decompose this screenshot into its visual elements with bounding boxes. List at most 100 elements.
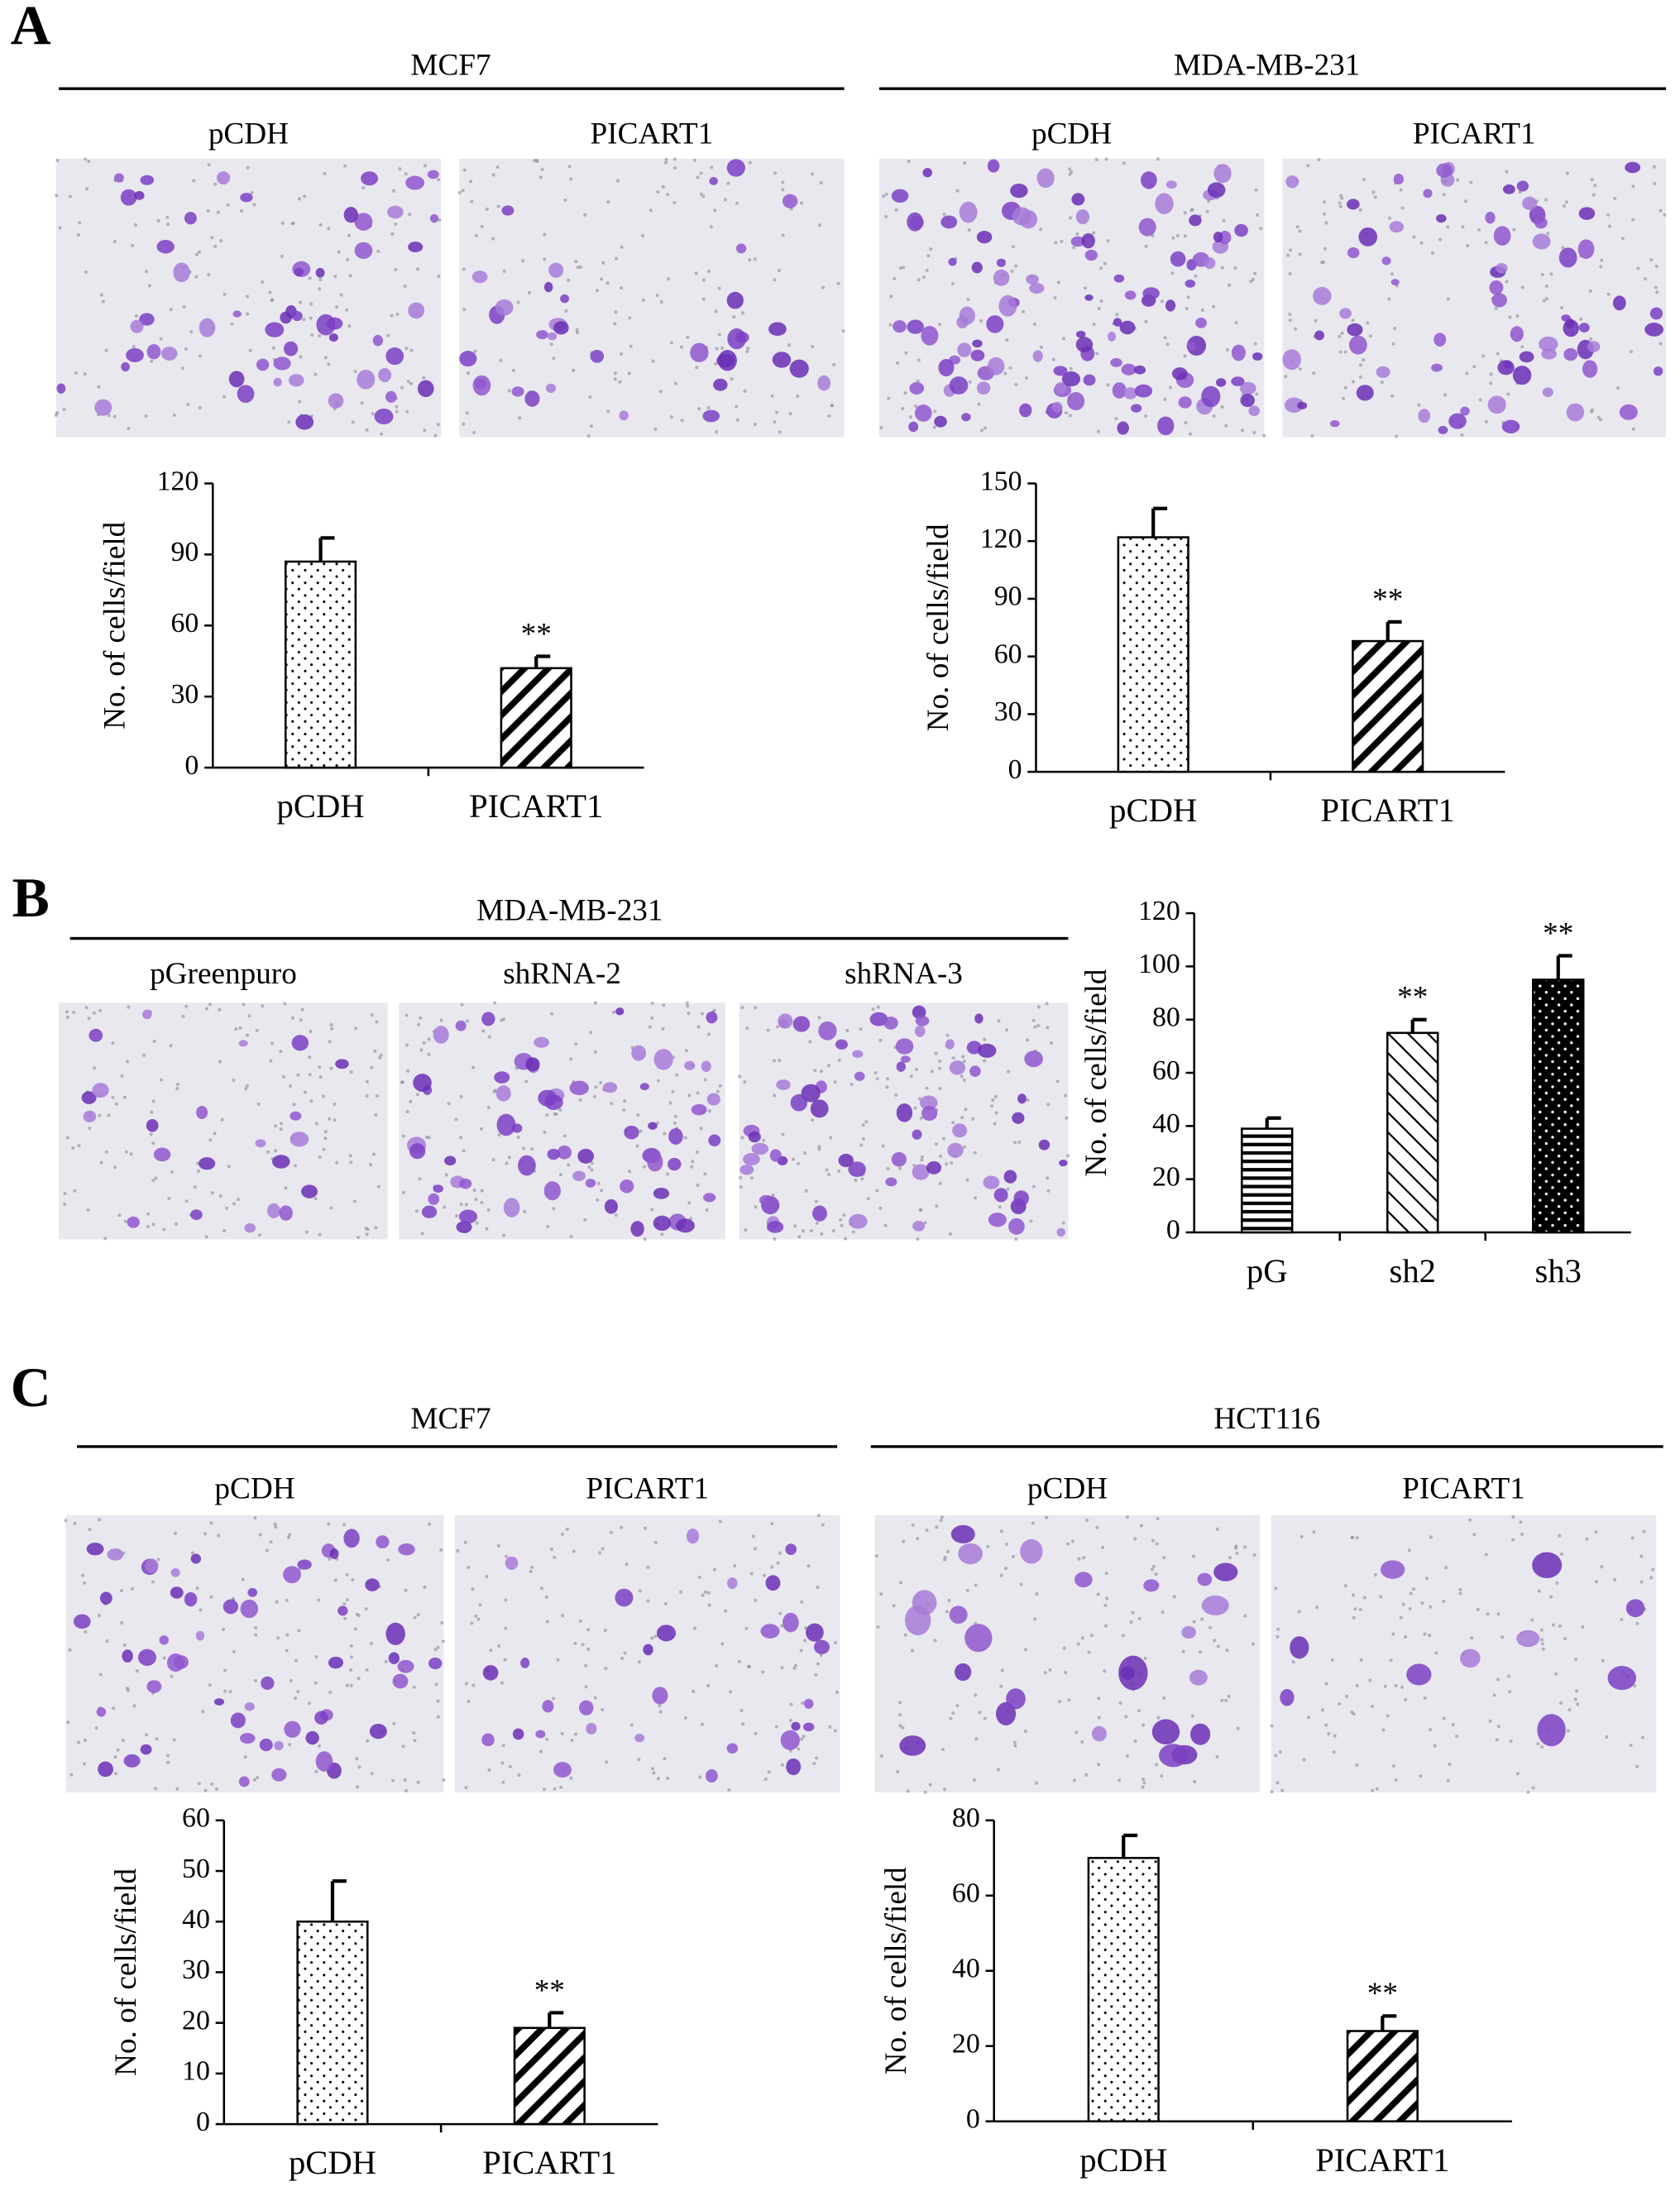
pore (1511, 1515, 1515, 1519)
pore (268, 290, 272, 294)
cell (283, 1566, 301, 1584)
pore (314, 1122, 318, 1126)
pore (1633, 1684, 1637, 1688)
pore (1373, 195, 1377, 199)
pore (1095, 1525, 1099, 1529)
pore (343, 164, 347, 168)
pore (898, 1724, 902, 1728)
cell (912, 1220, 926, 1232)
pore (963, 161, 967, 165)
pore (929, 247, 933, 251)
pore (182, 304, 186, 309)
pore (667, 277, 671, 281)
pore (1520, 345, 1524, 349)
pore (1299, 1534, 1304, 1538)
pore (745, 349, 749, 353)
pore (1118, 1701, 1122, 1706)
cell (817, 375, 831, 391)
pore (1193, 1780, 1197, 1784)
pore (1162, 1556, 1166, 1560)
pore (661, 1026, 665, 1031)
cell (904, 1605, 931, 1636)
cell (668, 1127, 683, 1145)
pore (152, 1039, 156, 1043)
cell (912, 1129, 922, 1140)
pore (569, 1776, 573, 1780)
pore (1306, 1715, 1311, 1720)
pore (395, 409, 399, 414)
pore (1122, 161, 1126, 165)
pore (729, 1690, 733, 1694)
pore (189, 330, 194, 334)
pore (726, 181, 730, 185)
pore (1635, 1764, 1639, 1768)
pore (1358, 375, 1362, 379)
pore (318, 333, 322, 338)
pore (909, 1074, 913, 1079)
pore (471, 1065, 476, 1069)
cell (140, 1744, 152, 1755)
pore (436, 423, 440, 427)
pore (940, 1515, 944, 1519)
pore (412, 1685, 416, 1689)
pore (480, 1189, 484, 1193)
pore (165, 215, 170, 219)
pore (923, 1221, 927, 1225)
pore (518, 416, 522, 420)
pore (701, 297, 706, 301)
pore (472, 1188, 476, 1192)
pore (1658, 208, 1663, 213)
pore (986, 1544, 990, 1548)
pore (296, 1690, 300, 1694)
pore (707, 1603, 711, 1607)
pore (812, 1761, 816, 1766)
cell (1644, 323, 1663, 337)
pore (234, 1027, 238, 1031)
pore (323, 1136, 328, 1141)
cell (142, 1009, 152, 1020)
pore (1161, 1610, 1165, 1615)
cell (199, 1157, 216, 1170)
pore (1324, 1682, 1328, 1686)
pore (1291, 1660, 1295, 1664)
significance: ** (1397, 981, 1428, 1015)
pore (1121, 1634, 1125, 1638)
cell (1542, 387, 1553, 398)
pore (107, 414, 111, 418)
pore (819, 180, 823, 184)
pore (751, 1534, 755, 1538)
y-tick-label: 20 (1152, 1161, 1180, 1192)
pore (55, 194, 59, 198)
pore (346, 257, 350, 261)
cell (919, 1095, 938, 1110)
pore (1075, 232, 1079, 236)
cell (782, 194, 798, 208)
pore (1256, 213, 1260, 217)
pore (1014, 1237, 1018, 1242)
pore (478, 1603, 482, 1607)
pore (207, 163, 211, 167)
cell (1019, 403, 1032, 418)
cell (1381, 256, 1391, 266)
pore (1085, 1518, 1089, 1522)
panel-label: B (12, 867, 50, 929)
cell (1577, 239, 1595, 260)
cell (1121, 363, 1137, 376)
pore (977, 402, 981, 406)
pore (1381, 1728, 1386, 1732)
pore (697, 1575, 701, 1579)
y-tick-label: 50 (182, 1854, 210, 1884)
pore (1075, 1730, 1079, 1734)
pore (695, 366, 699, 370)
pore (1190, 1714, 1194, 1718)
pore (170, 1674, 174, 1678)
pore (1251, 1642, 1255, 1646)
pore (476, 1617, 481, 1621)
pore (951, 1121, 955, 1125)
pore (1554, 1672, 1558, 1676)
pore (392, 189, 396, 193)
pore (419, 1016, 423, 1020)
pore (318, 1155, 322, 1159)
pore (428, 1522, 432, 1526)
pore (698, 1775, 702, 1779)
